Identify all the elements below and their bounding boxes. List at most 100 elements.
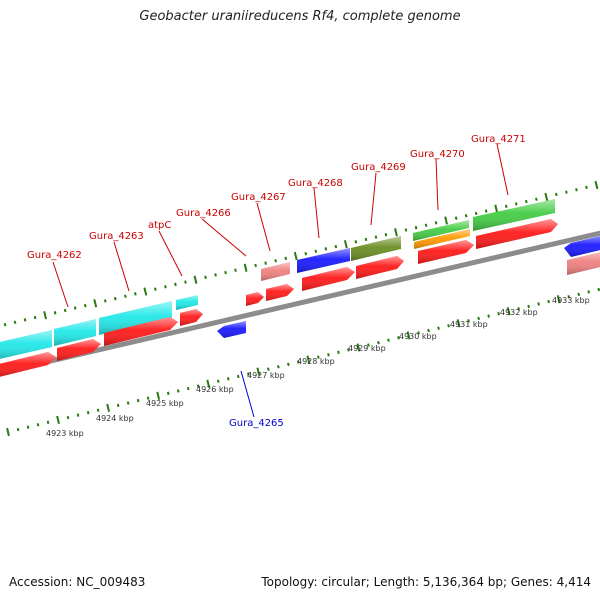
- scale-major-tick: [143, 287, 148, 296]
- scale-minor-tick: [447, 324, 450, 328]
- genome-summary-text: Topology: circular; Length: 5,136,364 bp…: [261, 575, 591, 589]
- forward-cds-arrow: [302, 267, 355, 291]
- orange-feature: [414, 229, 470, 249]
- cyan-feature: [176, 295, 198, 310]
- scale-minor-tick: [254, 263, 257, 268]
- gene-label-gura-4269[interactable]: Gura_4269: [351, 162, 406, 173]
- scale-minor-tick: [377, 340, 380, 345]
- forward-cds-track: [0, 219, 558, 377]
- scale-minor-tick: [76, 413, 80, 417]
- scale-minor-tick: [525, 199, 528, 204]
- cyan-feature: [99, 301, 172, 335]
- pink-feature: [261, 262, 290, 281]
- forward-cds-arrow: [476, 219, 558, 249]
- scale-minor-tick: [417, 331, 420, 335]
- forward-cds-arrow: [0, 352, 56, 377]
- scale-minor-tick: [174, 282, 177, 287]
- gene-labels: Gura_4262 Gura_4263 atpC Gura_4265 Gura_…: [27, 134, 526, 429]
- scale-minor-tick: [63, 308, 67, 313]
- scale-minor-tick: [186, 386, 190, 391]
- cyan-feature: [54, 319, 96, 346]
- green-feature: [413, 220, 469, 241]
- scale-minor-tick: [364, 237, 368, 242]
- scale-minor-tick: [146, 396, 150, 400]
- accession-text: Accession: NC_009483: [9, 575, 146, 589]
- scale-major-tick: [343, 240, 348, 249]
- reverse-cds-arrow: [564, 236, 600, 257]
- scale-minor-tick: [337, 350, 340, 355]
- scale-minor-tick: [134, 292, 137, 296]
- gene-label-gura-4262[interactable]: Gura_4262: [27, 250, 82, 261]
- scale-major-tick: [494, 204, 499, 213]
- scale-minor-tick: [297, 360, 300, 364]
- scale-minor-tick: [46, 420, 50, 425]
- scale-minor-tick: [274, 259, 277, 263]
- scale-label: 4925 kbp: [146, 399, 184, 408]
- gene-label-gura-4266[interactable]: Gura_4266: [176, 208, 231, 219]
- forward-cds-arrow: [104, 317, 178, 346]
- scale-minor-tick: [575, 188, 578, 192]
- scale-minor-tick: [387, 338, 390, 342]
- forward-cds-arrow: [266, 284, 294, 301]
- scale-minor-tick: [477, 316, 480, 321]
- scale-minor-tick: [334, 244, 338, 249]
- scale-minor-tick: [234, 268, 237, 272]
- scale-labels: 4923 kbp 4924 kbp 4925 kbp 4926 kbp 4927…: [46, 296, 590, 438]
- scale-major-tick: [394, 228, 398, 237]
- scale-minor-tick: [33, 315, 37, 320]
- scale-label: 4924 kbp: [96, 414, 134, 423]
- scale-minor-tick: [66, 415, 70, 420]
- scale-label: 4927 kbp: [247, 371, 285, 380]
- scale-minor-tick: [204, 275, 207, 280]
- scale-label: 4931 kbp: [450, 320, 488, 329]
- scale-minor-tick: [474, 211, 478, 216]
- gene-label-gura-4268[interactable]: Gura_4268: [288, 178, 343, 189]
- scale-minor-tick: [166, 391, 170, 396]
- label-leaders: [52, 143, 509, 418]
- scale-minor-tick: [284, 256, 288, 261]
- scale-minor-tick: [437, 326, 440, 330]
- scale-major-tick: [243, 263, 248, 272]
- cyan-feature: [0, 330, 52, 359]
- scale-minor-tick: [3, 322, 7, 327]
- gene-label-gura-4270[interactable]: Gura_4270: [410, 149, 465, 160]
- scale-major-tick: [306, 355, 311, 364]
- colored-feature-track: [261, 199, 600, 281]
- scale-minor-tick: [126, 401, 130, 405]
- outer-scale-track: [3, 180, 599, 327]
- scale-minor-tick: [23, 318, 27, 322]
- scale-minor-tick: [567, 295, 571, 299]
- gene-label-atpc[interactable]: atpC: [148, 220, 171, 231]
- scale-label: 4933 kbp: [552, 296, 590, 305]
- scale-minor-tick: [214, 273, 217, 277]
- scale-major-tick: [594, 180, 599, 190]
- scale-major-tick: [444, 216, 448, 225]
- gene-label-gura-4267[interactable]: Gura_4267: [231, 192, 286, 203]
- scale-major-tick: [293, 251, 298, 261]
- gene-label-gura-4263[interactable]: Gura_4263: [89, 231, 144, 242]
- scale-minor-tick: [136, 398, 140, 403]
- scale-minor-tick: [26, 425, 30, 429]
- scale-minor-tick: [16, 427, 20, 432]
- scale-minor-tick: [327, 353, 330, 357]
- scale-minor-tick: [384, 232, 388, 237]
- scale-minor-tick: [83, 303, 87, 308]
- gene-label-gura-4265[interactable]: Gura_4265: [229, 418, 284, 429]
- scale-minor-tick: [454, 216, 458, 220]
- scale-major-tick: [43, 311, 47, 320]
- scale-minor-tick: [236, 374, 240, 379]
- scale-minor-tick: [504, 204, 508, 209]
- forward-cds-arrow: [246, 292, 264, 306]
- forward-cds-arrow: [418, 240, 474, 264]
- reverse-cds-track: [217, 236, 600, 338]
- scale-minor-tick: [13, 320, 17, 324]
- scale-minor-tick: [367, 343, 370, 347]
- scale-minor-tick: [374, 235, 378, 239]
- scale-minor-tick: [397, 336, 400, 340]
- green-feature: [473, 199, 555, 231]
- gene-label-gura-4271[interactable]: Gura_4271: [471, 134, 526, 145]
- scale-minor-tick: [184, 280, 187, 284]
- genome-backbone: [0, 230, 600, 376]
- scale-minor-tick: [176, 389, 180, 393]
